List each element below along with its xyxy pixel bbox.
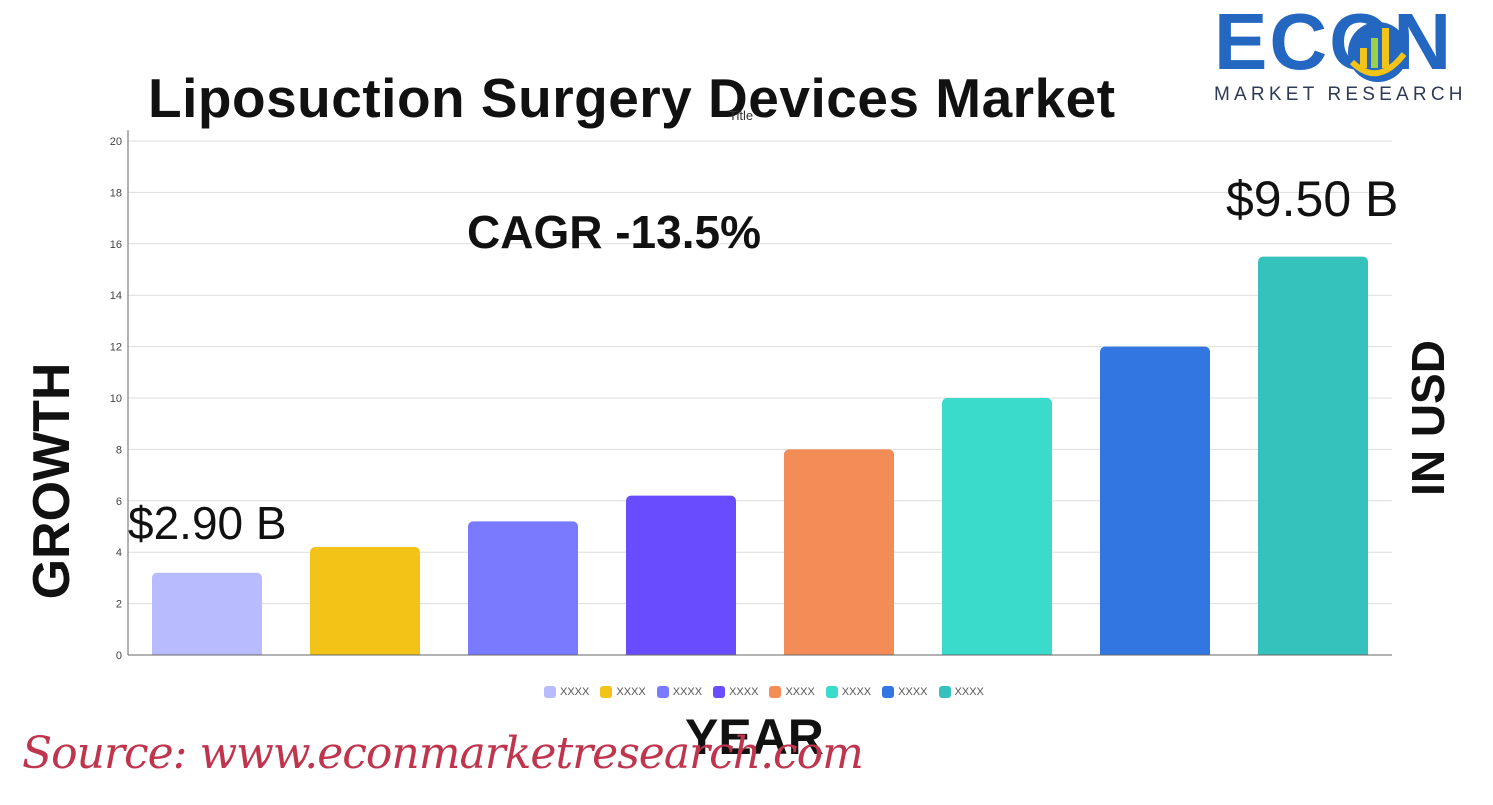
legend-swatch [938,686,951,698]
legend-item[interactable]: XXXX [938,686,984,698]
y-tick-label: 10 [110,393,122,405]
bar-base-3 [468,649,578,655]
start-value-label: $2.90 B [128,497,287,549]
bar-2 [310,547,420,655]
bar-7 [1100,346,1210,655]
legend-item[interactable]: XXXX [769,686,815,698]
legend-label: XXXX [560,686,590,698]
bar-base-6 [942,649,1052,655]
legend-label: XXXX [672,686,703,698]
y-tick-label: 18 [110,187,122,199]
bar-3 [468,521,578,655]
legend-swatch [769,686,782,698]
legend-swatch [825,686,838,698]
legend-label: XXXX [785,686,815,698]
legend-swatch [656,686,669,698]
y-tick-label: 2 [116,599,122,611]
legend-item[interactable]: XXXX [825,686,872,698]
legend-item[interactable]: XXXX [656,686,703,698]
bar-8 [1258,256,1368,655]
bar-5 [784,449,894,655]
legend-label: XXXX [616,686,646,698]
end-value-label: $9.50 B [1226,171,1399,227]
bar-base-8 [1258,649,1368,655]
legend-swatch [544,686,556,698]
y-tick-label: 16 [110,239,122,251]
bar-4 [626,495,736,655]
source-caption: Source: www.econmarketresearch.com [22,728,864,779]
chart-subtitle: Title [729,108,754,123]
bar-1 [152,572,262,655]
y-tick-label: 8 [116,444,122,456]
chart-title: Liposuction Surgery Devices Market [148,67,1116,129]
bar-base-7 [1100,649,1210,655]
y-axis-title-left: GROWTH [23,362,81,600]
bar-6 [942,398,1052,655]
legend-swatch [600,686,613,698]
legend-swatch [882,686,895,698]
y-axis-ticks: 0 2 4 6 8 10 12 14 16 18 20 [110,136,122,662]
bar-base-2 [310,649,420,655]
legend-label: XXXX [841,686,872,698]
bar-base-4 [626,649,736,655]
legend-label: XXXX [898,686,928,698]
logo-emblem-icon [1348,22,1408,82]
y-tick-label: 14 [110,290,122,302]
y-tick-label: 20 [110,136,122,148]
cagr-annotation: CAGR -13.5% [467,206,761,258]
legend-item[interactable]: XXXX [882,686,928,698]
y-axis-title-right: IN USD [1402,340,1454,496]
y-tick-label: 12 [110,342,122,354]
x-axis-title: YEAR [685,709,824,765]
legend-label: XXXX [954,686,984,698]
bar-base-1 [152,649,262,655]
logo-word: ECON [1214,0,1454,86]
y-tick-label: 4 [116,547,122,559]
y-tick-label: 6 [116,496,122,508]
legend-swatch [713,686,726,698]
y-tick-label: 0 [116,650,122,662]
chart-legend: XXXX XXXX XXXX XXXX XXXX XXXX XXXX XXXX [544,686,984,698]
bars [152,256,1368,655]
legend-item[interactable]: XXXX [713,686,758,698]
logo-subtitle: MARKET RESEARCH [1214,84,1467,105]
legend-item[interactable]: XXXX [600,686,646,698]
legend-label: XXXX [729,686,759,698]
bar-base-5 [784,649,894,655]
legend-item[interactable]: XXXX [544,686,589,698]
econ-logo: ECON MARKET RESEARCH [1212,0,1484,106]
